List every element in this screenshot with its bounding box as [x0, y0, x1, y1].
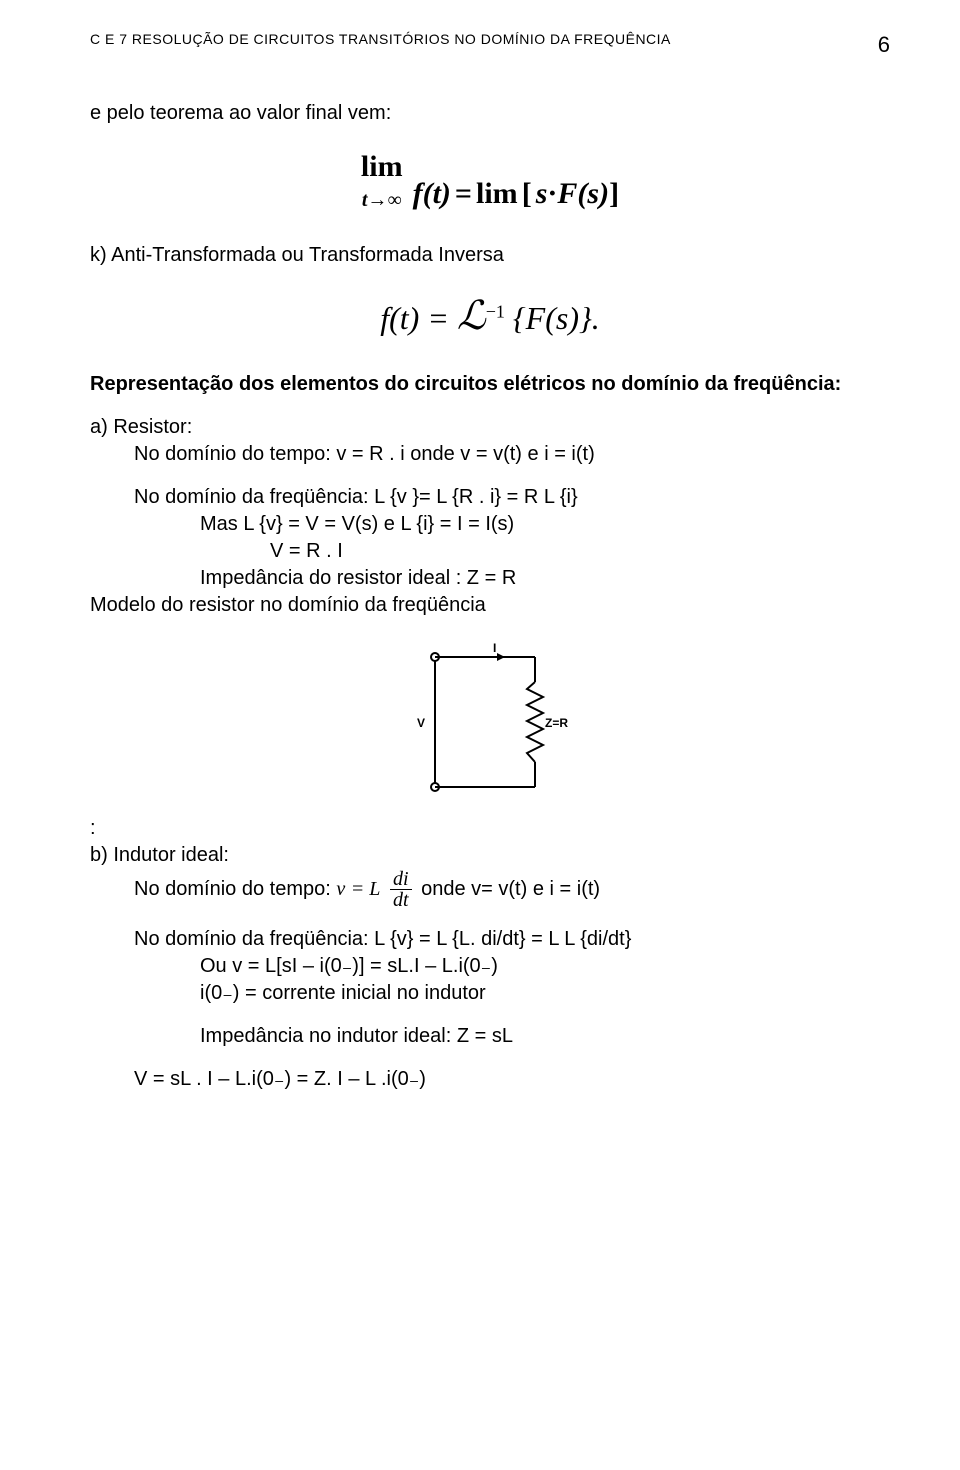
b-line1-v: v — [336, 878, 345, 900]
page-header: C E 7 RESOLUÇÃO DE CIRCUITOS TRANSITÓRIO… — [90, 30, 890, 60]
a-line5: Impedância do resistor ideal : Z = R — [90, 565, 890, 592]
b-line6: V = sL . I – L.i(0₋) = Z. I – L .i(0₋) — [90, 1066, 890, 1093]
a-line6: Modelo do resistor no domínio da freqüên… — [90, 592, 890, 619]
eq1-Fs: F(s) — [557, 174, 609, 215]
eq1-ft: f(t) — [413, 174, 451, 215]
b-line2: No domínio da freqüência: L {v} = L {L. … — [90, 926, 890, 953]
eq1-lim2: lim — [476, 174, 518, 215]
circuit-V-label: V — [417, 716, 425, 730]
eq1-bclose: ] — [609, 174, 619, 215]
equation-limit: lim t→∞ f(t) = lim [ s · F(s) ] — [90, 147, 890, 215]
a-line2: No domínio da freqüência: L {v }= L {R .… — [90, 484, 890, 511]
equation-inverse: f(t) = ℒ−1 {F(s)}. — [90, 289, 890, 343]
circuit-Z-label: Z=R — [545, 716, 568, 730]
a-line4: V = R . I — [90, 538, 890, 565]
eq1-lim: lim — [361, 147, 403, 188]
intro-line: e pelo teorema ao valor final vem: — [90, 100, 890, 127]
a-line1: No domínio do tempo: v = R . i onde v = … — [90, 441, 890, 468]
eq2-exp: −1 — [486, 302, 505, 322]
eq2-close: }. — [579, 300, 600, 336]
b-line3: Ou v = L[sI – i(0₋)] = sL.I – L.i(0₋) — [90, 953, 890, 980]
eq2-open: { — [513, 300, 526, 336]
b-line1-eq: = — [351, 878, 370, 900]
eq2-L: ℒ — [457, 293, 486, 338]
eq1-s: s — [536, 174, 548, 215]
eq2-ft: f(t) — [380, 300, 419, 336]
eq1-dot: · — [547, 174, 557, 215]
eq1-eq: = — [455, 174, 472, 215]
eq1-bopen: [ — [522, 174, 532, 215]
b-title: b) Indutor ideal: — [90, 842, 890, 869]
b-frac-den: dt — [390, 890, 412, 910]
b-line1-L: L — [369, 878, 380, 900]
eq2-Fs: F(s) — [526, 300, 579, 336]
page-number: 6 — [858, 30, 890, 60]
k-line: k) Anti-Transformada ou Transformada Inv… — [90, 242, 890, 269]
eq1-lim-sub: t→∞ — [362, 187, 402, 214]
b-line1: No domínio do tempo: v = L di dt onde v=… — [90, 869, 890, 910]
header-title: C E 7 RESOLUÇÃO DE CIRCUITOS TRANSITÓRIO… — [90, 30, 858, 49]
a-title: a) Resistor: — [90, 414, 890, 441]
section-heading: Representação dos elementos do circuitos… — [90, 371, 890, 398]
a-line3: Mas L {v} = V = V(s) e L {i} = I = I(s) — [90, 511, 890, 538]
resistor-circuit-diagram: I V Z=R — [395, 637, 585, 807]
b-line1-post: onde v= v(t) e i = i(t) — [421, 878, 600, 900]
b-colon: : — [90, 815, 890, 842]
b-line1-pre: No domínio do tempo: — [134, 878, 336, 900]
b-line4: i(0₋) = corrente inicial no indutor — [90, 980, 890, 1007]
b-line5: Impedância no indutor ideal: Z = sL — [90, 1023, 890, 1050]
eq2-eq: = — [427, 300, 457, 336]
circuit-I-label: I — [493, 641, 496, 655]
b-frac-num: di — [390, 869, 412, 890]
